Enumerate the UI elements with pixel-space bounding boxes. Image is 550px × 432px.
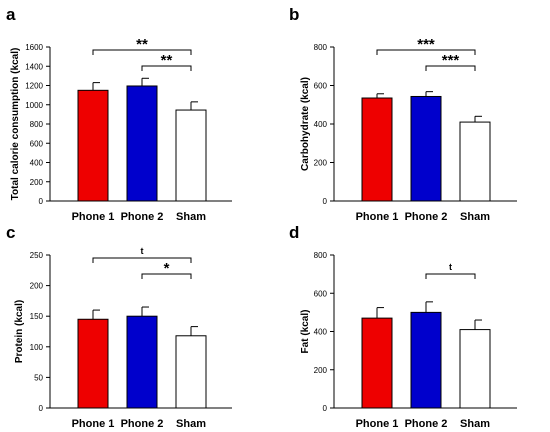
significance-label: *** [442,52,460,69]
y-axis-title: Fat (kcal) [300,310,311,354]
y-tick-label: 0 [39,197,44,206]
panel-a: a 0 200 400 600 800 1000 1200 1400 1600 Total calo… [6,5,232,223]
bar-phone-1 [77,89,109,202]
bar-phone-2 [126,85,158,202]
y-tick-label: 800 [30,120,44,129]
panel-c: c 0 50 100 150 200 250 Protein (kcal) Phone 1 Pho… [6,223,232,430]
y-tick-label: 600 [30,139,44,148]
y-tick-label: 150 [30,312,44,321]
panel-b: b 0 200 400 600 800 Carbohydrate (kcal) Phone 1… [289,5,517,223]
panel-d: d 0 200 400 600 800 Fat (kcal) Phone 1 Phone 2 Sh… [289,223,517,430]
y-tick-label: 250 [30,251,44,260]
panel-letter: d [289,223,299,242]
category-label: Sham [176,418,206,430]
significance-bracket [141,273,192,279]
y-tick-label: 200 [314,159,328,168]
y-tick-label: 400 [314,120,328,129]
bar-sham [175,109,207,202]
significance-label: ** [136,36,148,53]
significance-label: t [449,262,452,272]
bar-phone-1 [361,317,393,409]
bar-sham [459,121,491,202]
y-tick-label: 0 [323,197,328,206]
category-label: Phone 2 [121,211,164,223]
y-tick-label: 1200 [25,82,43,91]
y-tick-label: 50 [34,373,43,382]
category-label: Phone 1 [72,418,115,430]
y-axis-title: Total calorie consumption (kcal) [10,48,21,201]
bar-phone-1 [77,318,109,409]
y-tick-label: 600 [314,82,328,91]
bar-sham [175,335,207,409]
category-label: Phone 1 [356,211,399,223]
significance-bracket [425,65,476,71]
bar-phone-2 [126,315,158,409]
y-tick-label: 200 [314,366,328,375]
y-tick-label: 1600 [25,43,43,52]
y-tick-label: 600 [314,289,328,298]
y-tick-label: 200 [30,282,44,291]
panel-letter: c [6,223,15,242]
y-axis-title: Carbohydrate (kcal) [300,77,311,171]
category-label: Sham [176,211,206,223]
significance-bracket [92,257,192,263]
y-tick-label: 1000 [25,101,43,110]
significance-bracket [141,65,192,71]
y-tick-label: 800 [314,251,328,260]
category-label: Sham [460,418,490,430]
y-tick-label: 400 [314,328,328,337]
bar-phone-2 [410,311,442,409]
significance-bracket [376,49,476,55]
y-tick-label: 100 [30,343,44,352]
panel-letter: b [289,5,299,24]
y-tick-label: 400 [30,159,44,168]
y-tick-label: 200 [30,178,44,187]
category-label: Phone 2 [405,211,448,223]
significance-label: ** [161,52,173,69]
category-label: Phone 1 [72,211,115,223]
panel-letter: a [6,5,16,24]
category-label: Phone 1 [356,418,399,430]
bar-sham [459,329,491,409]
category-label: Phone 2 [405,418,448,430]
y-tick-label: 800 [314,43,328,52]
y-tick-label: 0 [39,404,44,413]
y-axis-title: Protein (kcal) [14,300,25,363]
significance-label: t [141,246,144,256]
significance-label: *** [417,36,435,53]
y-tick-label: 0 [323,404,328,413]
bar-phone-1 [361,97,393,202]
significance-bracket [425,273,476,279]
significance-label: * [164,260,170,277]
category-label: Phone 2 [121,418,164,430]
significance-bracket [92,49,192,55]
bar-phone-2 [410,95,442,202]
category-label: Sham [460,211,490,223]
y-tick-label: 1400 [25,62,43,71]
